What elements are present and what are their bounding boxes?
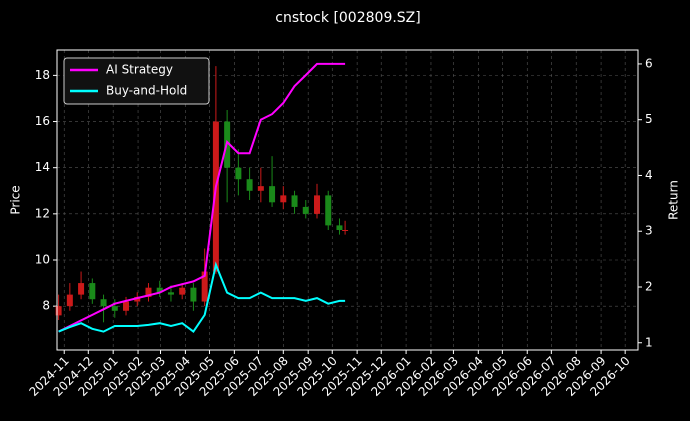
y2-tick-label: 2 — [645, 279, 653, 293]
candle-body — [179, 287, 186, 295]
chart-title: cnstock [002809.SZ] — [275, 10, 420, 26]
candle-body — [190, 287, 197, 302]
candle-body — [314, 195, 321, 214]
candle-body — [342, 230, 349, 231]
candle-body — [280, 195, 287, 203]
candle-body — [325, 195, 332, 226]
candle-body — [291, 195, 298, 207]
y-tick-label: 8 — [42, 299, 50, 313]
y2-tick-label: 4 — [645, 168, 653, 182]
legend-label: AI Strategy — [106, 63, 173, 77]
legend-box — [63, 57, 210, 105]
plot-frame — [56, 49, 639, 351]
y2-axis-label: Return — [667, 180, 681, 220]
return-line — [58, 62, 346, 333]
candle-body — [167, 292, 174, 295]
candle-body — [336, 225, 343, 230]
candle-body — [302, 206, 309, 214]
candle-body — [212, 121, 219, 272]
candle-body — [235, 167, 242, 180]
candle-body — [269, 186, 276, 203]
y2-tick-label: 6 — [645, 56, 653, 70]
return-line — [58, 261, 346, 334]
candle-body — [201, 271, 208, 302]
candle-body — [78, 283, 85, 295]
candle-body — [55, 306, 62, 316]
candle-body — [156, 287, 163, 293]
candle-body — [89, 283, 96, 300]
y-tick-label: 12 — [35, 206, 50, 220]
y-axis-label: Price — [9, 185, 23, 214]
y-tick-label: 10 — [35, 253, 50, 267]
candle-body — [100, 299, 107, 307]
y-tick-label: 18 — [35, 68, 50, 82]
legend-label: Buy-and-Hold — [106, 84, 187, 98]
candle-body — [66, 294, 73, 307]
y-tick-label: 14 — [35, 160, 50, 174]
candle-body — [134, 296, 141, 302]
y2-tick-label: 1 — [645, 335, 653, 349]
candle-body — [145, 287, 152, 297]
candle-body — [246, 179, 253, 191]
candle-body — [123, 301, 130, 311]
candle-body — [257, 186, 264, 191]
candle-body — [111, 306, 118, 311]
y2-tick-label: 5 — [645, 112, 653, 126]
y2-tick-label: 3 — [645, 224, 653, 238]
y-tick-label: 16 — [35, 114, 50, 128]
